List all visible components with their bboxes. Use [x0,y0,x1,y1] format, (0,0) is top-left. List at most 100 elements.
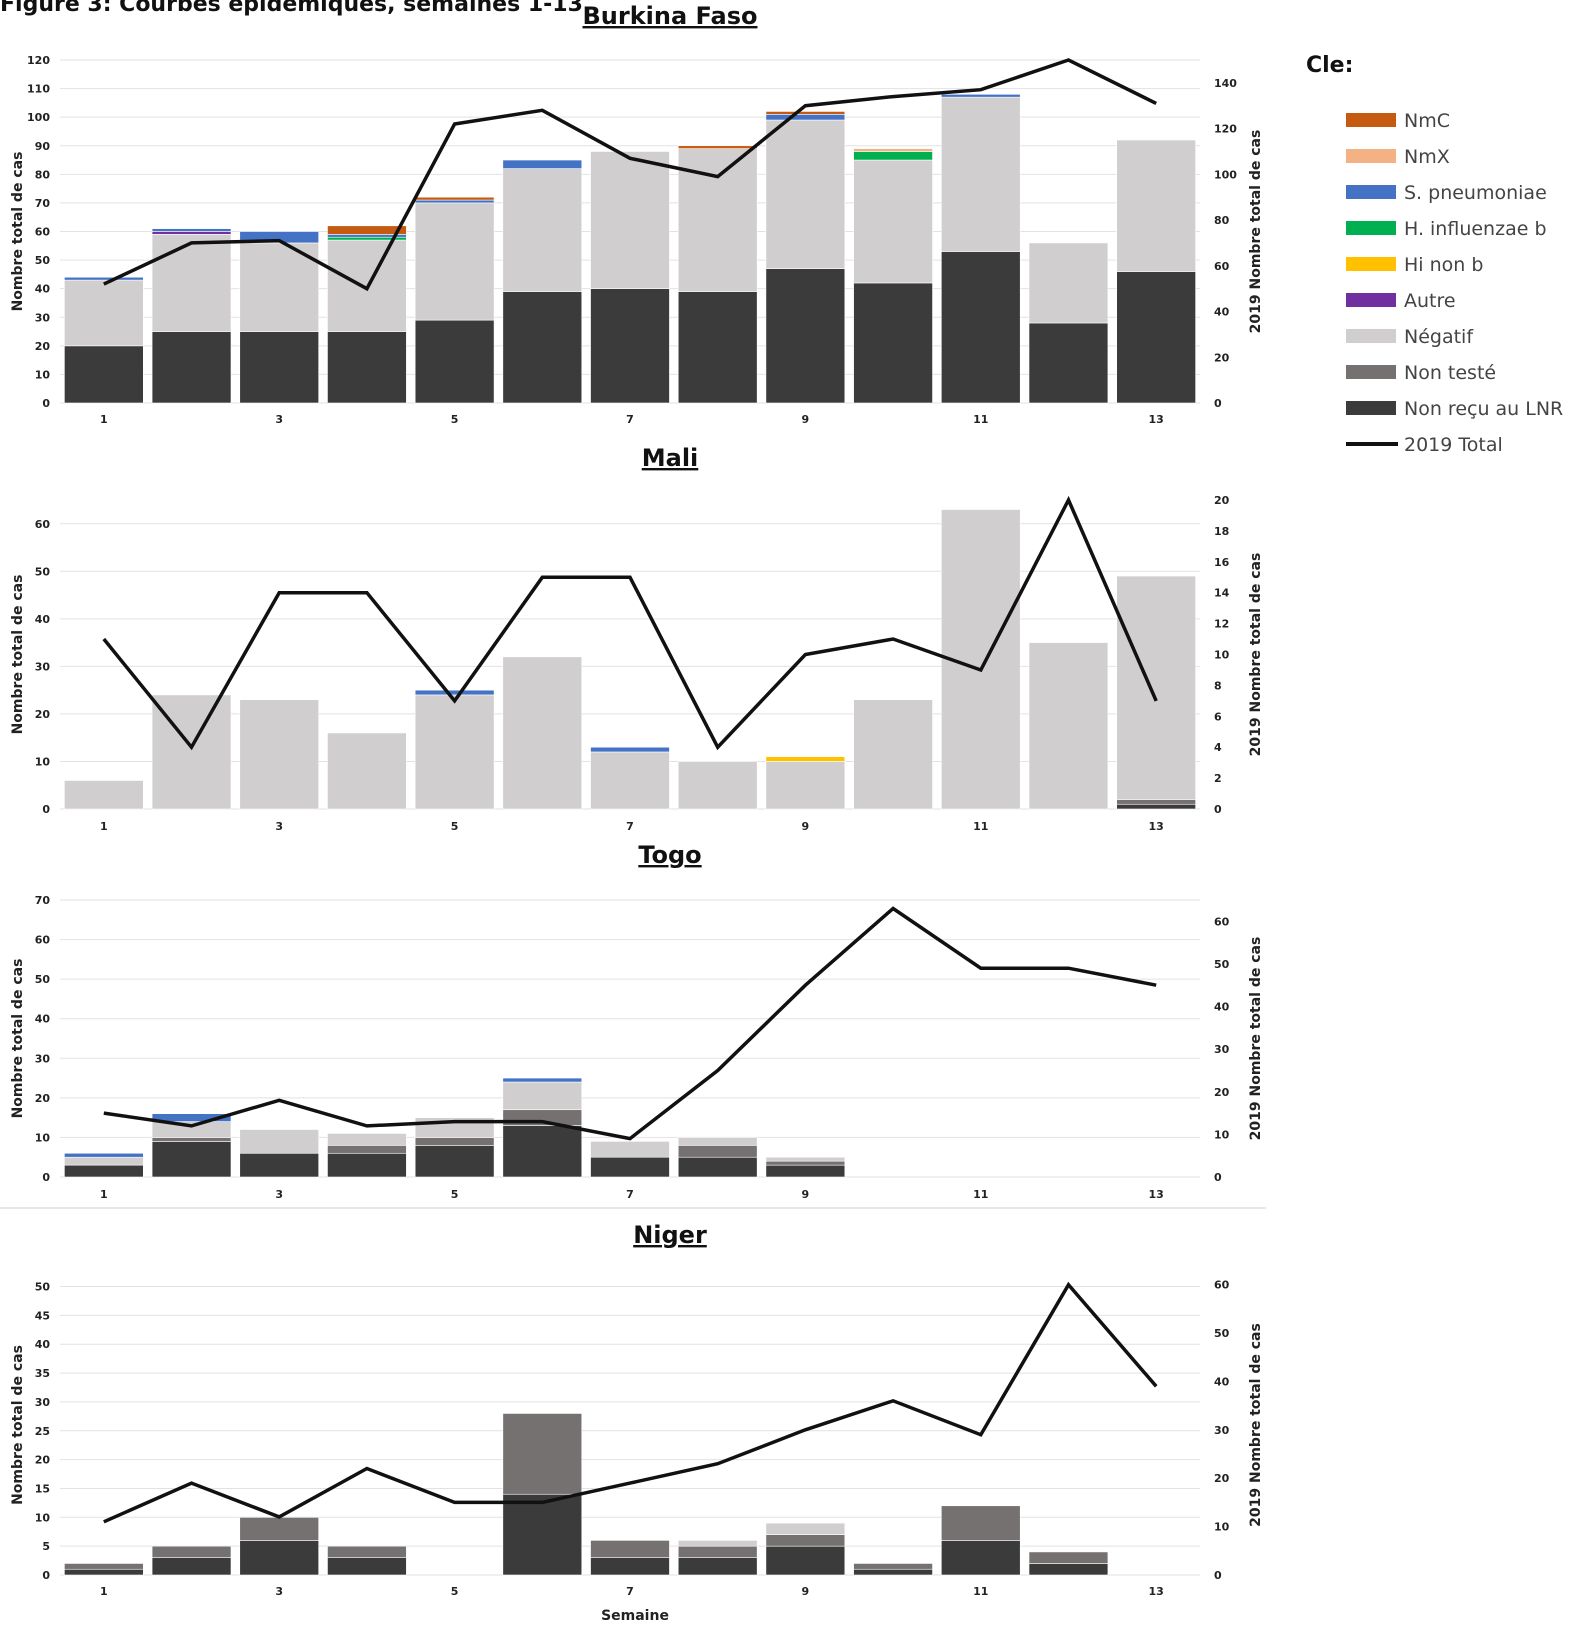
y-tick-label: 0 [42,397,50,410]
y-axis-label: Nombre total de cas [10,575,26,735]
y-tick-label: 60 [35,934,51,947]
bar-segment-nmc [327,225,407,235]
bar-segment-spn [414,199,495,204]
bar-segment-neg [327,1133,407,1146]
y-tick-label: 0 [42,803,50,816]
y2-tick-label: 10 [1214,1128,1230,1141]
legend-swatch [1346,185,1396,199]
x-tick-label: 11 [973,820,988,833]
x-tick-label: 13 [1148,413,1163,426]
x-axis-label: Semaine [601,1608,669,1624]
legend-label: Non testé [1404,362,1496,384]
legend-item-nt: Non testé [1346,362,1496,384]
y-axis-label: Nombre total de cas [10,152,26,312]
bar-segment-nt [327,1145,407,1154]
bar-segment-hinb [765,756,846,762]
bar-segment-nt [765,1160,846,1166]
y2-tick-label: 12 [1214,618,1229,631]
y-tick-label: 20 [35,708,51,721]
legend-swatch [1346,149,1396,163]
bar-segment-spn [414,689,495,696]
legend-label: Hi non b [1404,254,1483,276]
y2-tick-label: 80 [1214,214,1230,227]
legend-title: Cle: [1306,53,1353,78]
x-tick-label: 1 [100,1188,108,1201]
bar-segment-neg [1116,575,1196,800]
y2-axis-label: 2019 Nombre total de cas [1248,937,1264,1141]
legend-label: S. pneumoniae [1404,182,1547,204]
y-tick-label: 110 [27,83,50,96]
bar-segment-neg [64,1156,144,1166]
bar-segment-spn [941,94,1021,98]
x-tick-label: 9 [802,413,810,426]
bar-segment-nmc [677,145,758,149]
line-2019-total [103,58,1157,292]
legend-swatch [1346,113,1396,127]
y-tick-label: 0 [42,1569,50,1582]
y2-tick-label: 40 [1214,1001,1230,1014]
bar-segment-neg [239,699,319,810]
bar-segment-neg [853,699,933,810]
bar-segment-nt [239,1517,319,1541]
bar-segment-nr [1116,803,1196,810]
bar-segment-neg [239,242,319,332]
y-tick-label: 50 [35,973,51,986]
legend-label: H. influenzae b [1404,218,1547,240]
y-axis-label: Nombre total de cas [10,1345,26,1505]
charts-group: Burkina Faso0102030405060708090100110120… [10,2,1264,1624]
y2-tick-label: 30 [1214,1043,1230,1056]
y2-tick-label: 20 [1214,494,1230,507]
y-tick-label: 70 [35,197,51,210]
bar-segment-nt [502,1413,583,1495]
legend-label: 2019 Total [1404,434,1503,456]
x-tick-label: 7 [626,820,634,833]
bar-segment-neg [151,1121,232,1138]
bar-segment-nt [64,1563,144,1570]
legend-label: Autre [1404,290,1456,312]
y-tick-label: 60 [35,226,51,239]
y2-tick-label: 0 [1214,803,1222,816]
y-tick-label: 45 [35,1309,50,1322]
y-tick-label: 90 [35,140,51,153]
x-tick-label: 11 [973,413,988,426]
legend-item-neg: Négatif [1346,326,1474,348]
bar-segment-nmc [414,196,495,201]
y2-axis-label: 2019 Nombre total de cas [1248,553,1264,757]
bar-segment-neg [502,168,583,292]
bar-segment-nr [414,319,495,404]
figure-header: Figure 3: Courbes épidémiques, semaines … [0,0,583,17]
y-tick-label: 0 [42,1171,50,1184]
bar-segment-neg [765,119,846,269]
bar-segment-nmx [853,148,933,152]
y2-tick-label: 4 [1214,741,1222,754]
bar-segment-neg [765,1522,846,1535]
y-tick-label: 60 [35,518,51,531]
bar-segment-nt [677,1545,758,1558]
bar-segment-spn [151,228,232,232]
bar-segment-nr [941,1540,1021,1576]
bar-segment-nr [239,1540,319,1576]
bar-segment-nt [853,1563,933,1570]
bar-segment-nr [1028,1563,1109,1576]
y-tick-label: 5 [42,1540,50,1553]
y2-tick-label: 30 [1214,1424,1230,1437]
x-tick-label: 7 [626,1188,634,1201]
y2-tick-label: 140 [1214,77,1237,90]
bar-segment-nr [765,1545,846,1576]
y2-tick-label: 10 [1214,649,1230,662]
x-tick-label: 13 [1148,1188,1163,1201]
bar-segment-nr [765,268,846,404]
bar-segment-neg [765,761,846,810]
y2-tick-label: 16 [1214,556,1230,569]
legend-item-hib: H. influenzae b [1346,218,1547,240]
legend-swatch [1346,257,1396,271]
legend-label: NmX [1404,146,1450,168]
y-tick-label: 15 [35,1482,50,1495]
bar-segment-neg [327,732,407,810]
x-tick-label: 5 [451,820,459,833]
x-tick-label: 3 [275,820,283,833]
legend-swatch [1346,401,1396,415]
y2-tick-label: 100 [1214,168,1237,181]
bar-segment-nr [677,291,758,404]
bar-segment-nr [151,331,232,404]
